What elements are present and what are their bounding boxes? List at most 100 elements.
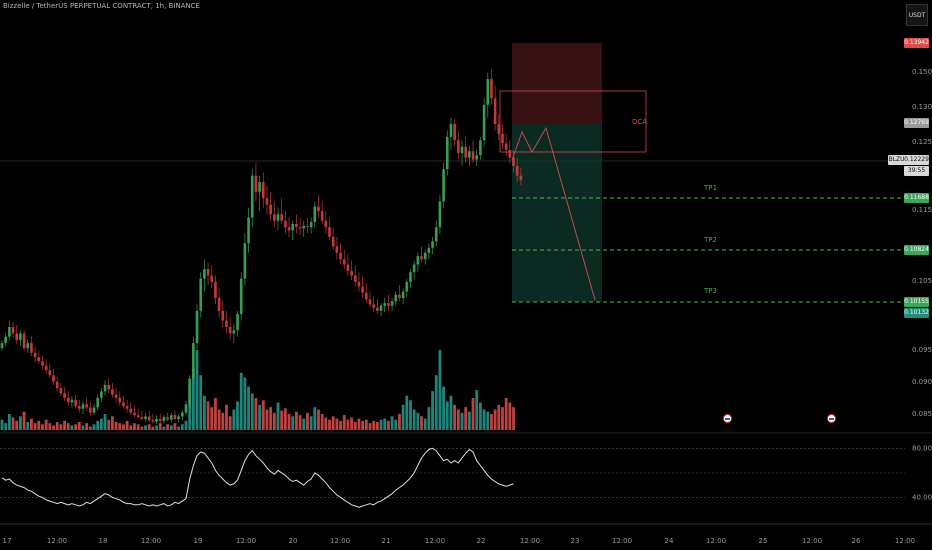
volume-bar (493, 409, 497, 430)
candle-body (457, 140, 460, 154)
volume-bar (111, 416, 114, 430)
candle-body (195, 310, 199, 344)
candle-body (254, 175, 258, 192)
volume-bar (394, 419, 398, 430)
candle-body (41, 361, 44, 366)
candle-body (401, 291, 405, 298)
volume-bar (22, 411, 26, 430)
volume-bar (486, 411, 490, 430)
volume-bar (375, 422, 379, 430)
candle-body (387, 303, 390, 306)
candle-body (0, 343, 4, 349)
candle-body (37, 357, 41, 362)
volume-bar (214, 398, 217, 430)
volume-bar (52, 425, 55, 430)
candle-body (63, 393, 66, 398)
candle-body (269, 204, 272, 215)
candle-body (11, 326, 15, 334)
candle-body (181, 412, 184, 417)
candle-body (8, 326, 11, 337)
candle-body (427, 247, 431, 253)
tp3-price-badge: 0.10155 (904, 297, 929, 307)
volume-bar (490, 414, 493, 430)
candle-body (291, 223, 295, 231)
volume-bar (155, 425, 158, 430)
x-tick-label: 20 (289, 537, 298, 545)
volume-bar (423, 418, 427, 430)
volume-bar (243, 377, 247, 430)
candle-body (350, 270, 353, 276)
candle-body (66, 397, 70, 403)
candle-body (140, 417, 144, 420)
rsi-level-label: 40.00 (912, 493, 932, 501)
candle-body (228, 326, 232, 334)
currency-selector[interactable]: USDT (906, 4, 928, 26)
stop-price-badge: 0.13942 (904, 38, 929, 48)
candle-body (173, 415, 177, 420)
x-tick-label: 12:00 (141, 537, 161, 545)
rsi-level-label: 80.00 (912, 444, 932, 452)
candle-body (515, 165, 519, 176)
x-tick-label: 17 (3, 537, 12, 545)
volume-bar (283, 408, 287, 430)
candle-body (55, 381, 59, 389)
candle-body (431, 241, 434, 248)
volume-bar (427, 407, 431, 430)
volume-bar (475, 390, 479, 430)
candle-body (335, 246, 339, 253)
volume-bar (173, 423, 177, 430)
volume-bar (92, 424, 96, 430)
volume-bar (88, 426, 92, 430)
volume-bar (48, 423, 52, 430)
volume-bar (0, 419, 4, 430)
volume-bar (7, 414, 11, 430)
candle-body (372, 304, 375, 308)
event-flag-icon[interactable] (723, 414, 732, 423)
entry-price-badge: 0.12769 (904, 118, 929, 128)
volume-bar (236, 401, 239, 430)
candle-body (48, 370, 52, 376)
candle-body (519, 175, 523, 181)
projection-path (511, 126, 596, 301)
tp2-label: TP2 (704, 236, 717, 244)
volume-bar (456, 409, 460, 430)
candle-body (33, 352, 37, 358)
candle-body (357, 281, 361, 287)
tp3-label: TP3 (704, 287, 717, 295)
volume-bar (298, 415, 302, 430)
y-tick-label: 0.09500 (912, 346, 932, 354)
candle-body (236, 314, 239, 331)
volume-bar (151, 426, 155, 430)
volume-bar (280, 410, 284, 430)
candle-body (206, 269, 210, 276)
volume-bar (63, 420, 66, 430)
volume-bar (482, 409, 486, 430)
volume-bar (225, 404, 228, 430)
volume-bar (55, 422, 59, 430)
candle-body (118, 397, 122, 403)
volume-bar (346, 419, 350, 430)
volume-bar (162, 426, 166, 430)
x-tick-label: 12:00 (706, 537, 726, 545)
event-flag-icon[interactable] (827, 414, 836, 423)
volume-bar (272, 412, 276, 430)
volume-bar (501, 407, 504, 430)
volume-bar (339, 420, 342, 430)
volume-bar (66, 423, 70, 430)
candle-body (346, 264, 350, 271)
tp2-price-badge: 0.10824 (904, 245, 929, 255)
volume-bar (70, 425, 74, 430)
candle-body (365, 292, 368, 300)
candle-body (147, 416, 151, 421)
volume-bar (269, 407, 273, 430)
candle-body (508, 149, 512, 158)
candle-body (133, 412, 136, 416)
volume-bar (387, 420, 390, 430)
candle-body (144, 416, 147, 420)
candle-body (125, 406, 129, 409)
volume-bar (331, 416, 335, 430)
volume-bar (357, 418, 361, 430)
y-tick-label: 0.10500 (912, 277, 932, 285)
volume-bar (353, 422, 357, 430)
